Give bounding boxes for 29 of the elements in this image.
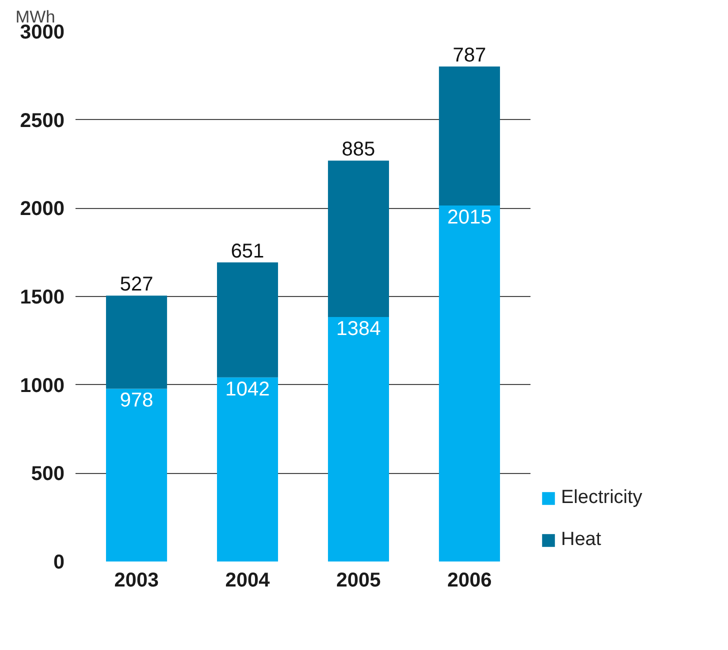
data-label: 1042 xyxy=(225,378,270,400)
bar xyxy=(106,388,168,562)
data-label: 651 xyxy=(230,240,264,262)
bar xyxy=(216,377,278,562)
x-tick-label: 2004 xyxy=(225,570,271,592)
y-tick-label: 2000 xyxy=(20,198,65,220)
data-label: 885 xyxy=(342,138,376,161)
data-label: 527 xyxy=(120,274,154,296)
bar xyxy=(438,66,500,206)
bar xyxy=(328,316,390,562)
y-tick-label: 3000 xyxy=(20,22,65,44)
legend-label: Electricity xyxy=(561,487,642,509)
y-tick-label: 1000 xyxy=(20,374,65,397)
bar xyxy=(438,206,500,562)
y-tick-label: 1500 xyxy=(20,286,65,308)
bar xyxy=(216,262,278,378)
data-label: 787 xyxy=(452,44,486,66)
y-tick-label: 0 xyxy=(53,552,64,574)
x-tick-label: 2003 xyxy=(114,570,159,592)
bar xyxy=(106,296,168,389)
data-label: 978 xyxy=(120,390,154,412)
data-label: 1384 xyxy=(336,318,381,340)
y-tick-label: 2500 xyxy=(20,110,65,132)
legend-label: Heat xyxy=(561,529,602,551)
bar xyxy=(328,160,390,317)
x-tick-label: 2006 xyxy=(447,570,492,592)
y-tick-label: 500 xyxy=(31,463,65,486)
x-tick-label: 2005 xyxy=(336,570,381,592)
data-label: 2015 xyxy=(447,206,492,229)
